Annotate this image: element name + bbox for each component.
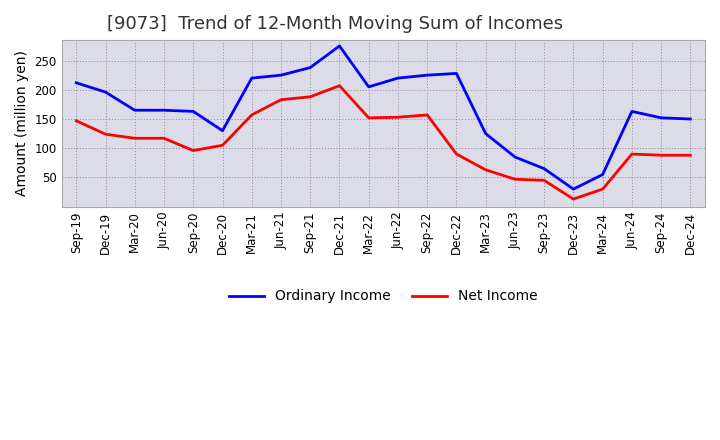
Line: Ordinary Income: Ordinary Income (76, 46, 690, 189)
Ordinary Income (160, 108, 168, 113)
Net Income (160, 136, 168, 141)
Ordinary Income (218, 128, 227, 133)
Net Income (189, 148, 197, 153)
Net Income (598, 187, 607, 192)
Ordinary Income (686, 116, 695, 121)
Text: [9073]  Trend of 12-Month Moving Sum of Incomes: [9073] Trend of 12-Month Moving Sum of I… (107, 15, 563, 33)
Net Income (452, 151, 461, 157)
Net Income (364, 115, 373, 121)
Net Income (423, 112, 431, 117)
Net Income (540, 178, 549, 183)
Net Income (569, 196, 577, 202)
Ordinary Income (102, 89, 110, 95)
Net Income (394, 114, 402, 120)
Net Income (276, 97, 285, 103)
Line: Net Income: Net Income (76, 86, 690, 199)
Ordinary Income (423, 73, 431, 78)
Net Income (306, 94, 315, 99)
Ordinary Income (276, 73, 285, 78)
Ordinary Income (189, 109, 197, 114)
Net Income (130, 136, 139, 141)
Ordinary Income (510, 154, 519, 160)
Ordinary Income (657, 115, 665, 121)
Ordinary Income (72, 80, 81, 85)
Net Income (510, 176, 519, 182)
Net Income (335, 83, 343, 88)
Ordinary Income (335, 43, 343, 48)
Legend: Ordinary Income, Net Income: Ordinary Income, Net Income (224, 283, 543, 308)
Net Income (72, 118, 81, 123)
Net Income (248, 112, 256, 117)
Ordinary Income (364, 84, 373, 89)
Ordinary Income (628, 109, 636, 114)
Ordinary Income (452, 71, 461, 76)
Ordinary Income (248, 75, 256, 81)
Net Income (686, 153, 695, 158)
Ordinary Income (130, 108, 139, 113)
Net Income (482, 167, 490, 172)
Ordinary Income (394, 75, 402, 81)
Net Income (657, 153, 665, 158)
Ordinary Income (482, 131, 490, 136)
Net Income (102, 132, 110, 137)
Ordinary Income (306, 65, 315, 70)
Ordinary Income (569, 187, 577, 192)
Net Income (628, 151, 636, 157)
Y-axis label: Amount (million yen): Amount (million yen) (15, 51, 29, 196)
Ordinary Income (540, 166, 549, 171)
Ordinary Income (598, 172, 607, 177)
Net Income (218, 143, 227, 148)
